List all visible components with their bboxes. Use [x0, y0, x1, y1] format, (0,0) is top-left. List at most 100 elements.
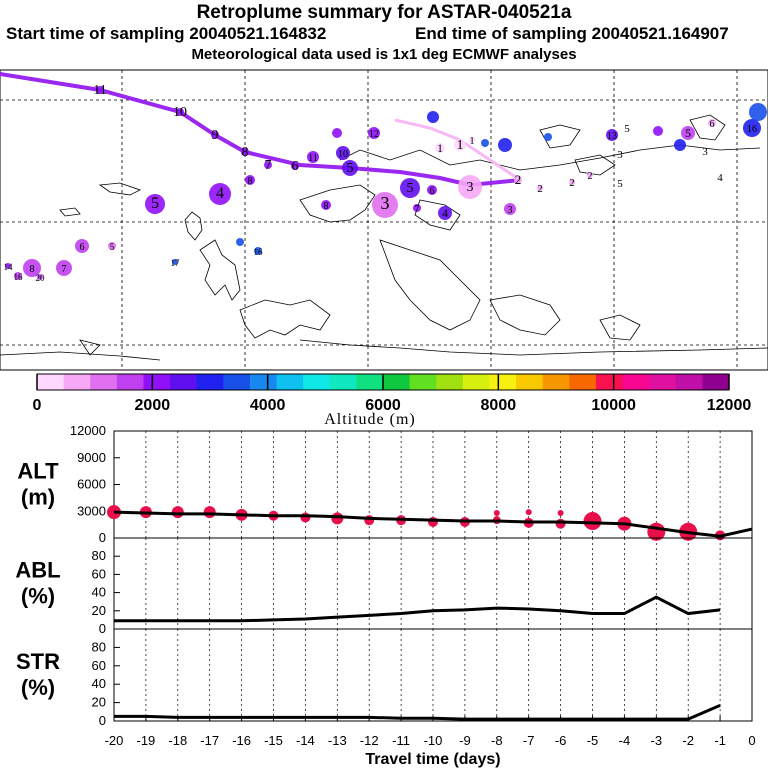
- plume-marker: [749, 103, 767, 121]
- plume-marker: [469, 137, 475, 143]
- colorbar-swatch: [170, 374, 198, 390]
- y-axis-label: (%): [21, 675, 55, 700]
- y-axis-label: ABL: [15, 558, 60, 583]
- plume-day-label: 3: [617, 149, 623, 161]
- x-tick-label: -8: [491, 733, 503, 748]
- plume-marker: [454, 139, 466, 151]
- plume-marker: [435, 143, 445, 153]
- alt-point: [525, 509, 532, 516]
- colorbar-label: 12000: [707, 397, 752, 414]
- x-tick-label: -20: [105, 733, 124, 748]
- x-tick-label: -18: [168, 733, 187, 748]
- y-tick-label: 9000: [77, 450, 106, 465]
- alt-point: [331, 512, 344, 525]
- colorbar-swatch: [436, 374, 464, 390]
- colorbar-swatch: [675, 374, 703, 390]
- map-gridlines: [0, 70, 768, 370]
- colorbar-label: 8000: [481, 397, 517, 414]
- map-frame: [0, 69, 768, 371]
- colorbar-label: 6000: [365, 397, 401, 414]
- colorbar-swatch: [489, 374, 517, 390]
- x-tick-label: -1: [714, 733, 726, 748]
- colorbar-swatch: [116, 374, 144, 390]
- plume-marker: [514, 176, 522, 184]
- plume-day-label: 5: [685, 126, 691, 140]
- plume-marker: [56, 260, 72, 276]
- x-tick-label: -6: [555, 733, 567, 748]
- colorbar-swatch: [542, 374, 570, 390]
- colorbar-label: 2000: [135, 397, 171, 414]
- plume-day-label: 11: [308, 153, 318, 164]
- colorbar-swatch: [622, 374, 650, 390]
- plume-marker: [23, 259, 41, 277]
- plume-marker: [743, 119, 761, 137]
- plume-marker: [368, 127, 380, 139]
- alt-point: [428, 516, 438, 527]
- y-tick-label: 12000: [70, 423, 106, 438]
- plume-day-label: 4: [717, 172, 723, 184]
- x-tick-label: -7: [523, 733, 535, 748]
- x-tick-label: -19: [137, 733, 156, 748]
- altitude-colorbar: 0 2000 4000 6000 8000 10000 12000: [33, 373, 752, 414]
- x-tick-label: -16: [232, 733, 251, 748]
- plume-day-label: 6: [710, 119, 715, 130]
- y-tick-label: 3000: [77, 503, 106, 518]
- plume-day-label: 8: [30, 264, 35, 275]
- x-tick-label: -17: [200, 733, 219, 748]
- y-tick-label: 20: [92, 603, 106, 618]
- plume-marker: [400, 178, 420, 198]
- colorbar-label: 0: [33, 397, 42, 414]
- plume-day-label: 11: [93, 83, 106, 98]
- plume-day-label: 5: [151, 195, 159, 212]
- x-tick-label: -2: [682, 733, 694, 748]
- colorbar-swatch: [143, 374, 171, 390]
- colorbar-swatch: [569, 374, 597, 390]
- plume-day-label: 9: [212, 128, 219, 143]
- plume-day-label: 20: [36, 273, 46, 283]
- alt-point: [171, 506, 184, 519]
- plume-day-label: 3: [702, 146, 708, 158]
- y-axis-label: (m): [21, 485, 55, 510]
- x-tick-label: -13: [328, 733, 347, 748]
- x-tick-label: -3: [651, 733, 663, 748]
- plume-marker: [96, 86, 104, 94]
- plume-day-label: 2: [588, 171, 593, 182]
- chart-title: Retroplume summary for ASTAR-040521a: [196, 2, 572, 23]
- plume-day-label: 16: [14, 272, 24, 282]
- plume-marker: [172, 259, 178, 265]
- colorbar-swatch: [383, 374, 411, 390]
- y-tick-label: 40: [92, 676, 106, 691]
- colorbar-label: 10000: [591, 397, 636, 414]
- alt-point: [583, 512, 602, 531]
- x-tick-label: -15: [264, 733, 283, 748]
- plume-marker: [241, 148, 249, 156]
- plume-marker: [211, 131, 219, 139]
- x-tick-label: -14: [296, 733, 315, 748]
- plume-day-label: 5: [110, 242, 115, 252]
- x-tick-label: -5: [587, 733, 599, 748]
- plume-marker: [291, 162, 299, 170]
- plume-marker: [544, 133, 552, 141]
- colorbar-swatch: [90, 374, 118, 390]
- colorbar-swatch: [462, 374, 490, 390]
- plume-day-label: 7: [415, 204, 420, 215]
- plume-marker: [458, 175, 482, 199]
- plume-day-label: 7: [62, 264, 67, 275]
- plume-marker: [708, 119, 716, 127]
- x-axis-label: Travel time (days): [365, 751, 500, 768]
- plume-marker: [37, 274, 43, 280]
- plume-day-label: 3: [467, 180, 474, 195]
- colorbar-swatch: [63, 374, 91, 390]
- colorbar-swatch: [37, 374, 65, 390]
- alt-point: [555, 518, 566, 529]
- plume-day-label: 1: [457, 138, 464, 153]
- y-tick-label: 0: [99, 530, 106, 545]
- plume-day-label: 17: [171, 258, 181, 268]
- plume-marker: [264, 161, 272, 169]
- colorbar-swatch: [516, 374, 544, 390]
- plume-marker: [504, 203, 516, 215]
- y-tick-label: 60: [92, 566, 106, 581]
- y-axis-label: STR: [16, 649, 60, 674]
- plume-day-label: 1: [470, 136, 475, 147]
